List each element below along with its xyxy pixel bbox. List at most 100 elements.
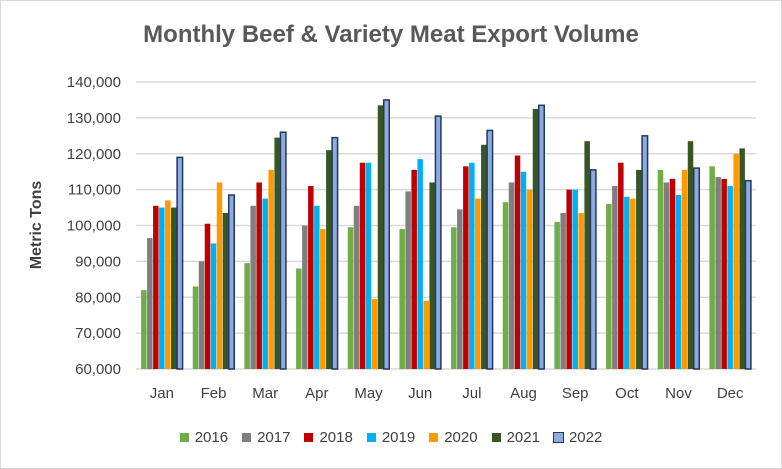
bar-2016-Oct — [606, 203, 612, 369]
bar-2020-Nov — [681, 169, 688, 369]
bar-2021-Jan — [171, 207, 177, 369]
bar-2020-Feb — [216, 182, 223, 369]
bar-2020-Apr — [320, 229, 326, 369]
y-tick-label: 100,000 — [67, 218, 121, 235]
legend-label: 2021 — [506, 429, 540, 446]
legend-item-2022: 2022 — [552, 429, 603, 446]
bar-2020-Aug — [526, 189, 533, 369]
bar-2018-May — [359, 162, 366, 369]
bar-2021-Jul — [481, 144, 487, 369]
bar-2016-Feb — [192, 286, 199, 369]
legend-item-2020: 2020 — [429, 429, 478, 446]
bar-2018-Apr — [308, 186, 314, 369]
bar-2016-Jul — [451, 227, 457, 369]
bar-2022-Mar — [279, 131, 287, 370]
bar-2022-May — [383, 99, 390, 370]
bar-2020-Dec — [733, 153, 739, 369]
bar-2020-Jan — [165, 200, 171, 369]
x-tick-label: Apr — [305, 385, 328, 402]
y-tick-label: 60,000 — [75, 361, 121, 378]
bar-2018-Mar — [256, 182, 262, 369]
y-tick-label: 70,000 — [75, 325, 121, 342]
bar-2021-Feb — [222, 212, 229, 369]
bar-2019-Sep — [572, 189, 578, 369]
bar-2018-Oct — [618, 162, 624, 369]
bar-2022-Feb — [228, 194, 235, 370]
bar-2017-Jun — [405, 191, 411, 369]
legend-label: 2018 — [319, 429, 353, 446]
bar-2016-Sep — [554, 221, 560, 369]
legend-swatch — [552, 432, 564, 443]
bar-2018-Dec — [721, 178, 727, 369]
bar-2019-Oct — [624, 196, 630, 369]
bar-2018-Jul — [463, 166, 469, 369]
bar-2022-Oct — [641, 135, 649, 370]
bar-2016-Mar — [244, 263, 250, 369]
bar-2019-Jul — [469, 162, 475, 369]
bar-2022-Jun — [434, 115, 442, 370]
x-tick-label: May — [354, 385, 383, 402]
x-tick-label: Nov — [665, 385, 692, 402]
bar-2019-Apr — [314, 205, 320, 369]
legend-item-2019: 2019 — [366, 429, 415, 446]
x-tick-label: Jun — [408, 385, 432, 402]
bar-2019-May — [365, 162, 372, 369]
bar-2019-Feb — [210, 243, 217, 369]
bar-2016-Nov — [657, 169, 664, 369]
legend-swatch — [366, 433, 376, 442]
bar-2022-Jul — [486, 129, 494, 370]
legend-swatch — [179, 433, 189, 442]
bar-2017-Oct — [612, 186, 618, 369]
bar-2022-Jan — [176, 156, 184, 370]
bar-2018-Nov — [669, 178, 676, 369]
bar-2016-Jan — [141, 290, 147, 369]
bar-2021-Aug — [532, 108, 539, 369]
x-tick-label: Mar — [252, 385, 278, 402]
legend-item-2021: 2021 — [491, 429, 540, 446]
x-tick-label: Sep — [562, 385, 589, 402]
bar-2020-Jul — [475, 198, 481, 369]
bar-2020-May — [371, 299, 378, 369]
bar-2022-Apr — [331, 136, 339, 370]
legend-item-2018: 2018 — [304, 429, 353, 446]
bar-2019-Jan — [159, 207, 165, 369]
bar-2020-Mar — [268, 169, 274, 369]
y-tick-label: 120,000 — [67, 146, 121, 163]
bar-2017-Dec — [715, 177, 721, 369]
bar-2018-Feb — [204, 223, 211, 369]
bar-2016-Apr — [296, 268, 302, 369]
bar-2017-Nov — [663, 182, 670, 369]
legend-swatch — [429, 433, 439, 442]
legend-label: 2020 — [444, 429, 478, 446]
bar-2017-Sep — [560, 212, 566, 369]
bar-2021-Mar — [274, 137, 280, 369]
bar-2019-Nov — [675, 195, 682, 369]
bar-2016-Dec — [709, 166, 715, 369]
x-tick-label: Aug — [510, 385, 537, 402]
y-axis-label: Metric Tons — [28, 181, 45, 270]
bar-2022-Nov — [693, 167, 700, 370]
x-tick-label: Oct — [615, 385, 639, 402]
legend-swatch — [242, 433, 252, 442]
bar-2021-Dec — [739, 148, 745, 369]
y-tick-label: 130,000 — [67, 110, 121, 127]
bar-2017-Jan — [147, 238, 153, 369]
legend-item-2016: 2016 — [179, 429, 228, 446]
bar-2019-Mar — [262, 198, 268, 369]
y-tick-label: 140,000 — [67, 74, 121, 91]
bar-2022-Sep — [589, 169, 597, 370]
bar-2020-Jun — [423, 300, 429, 369]
bar-2022-Aug — [538, 104, 545, 370]
x-tick-label: Jan — [150, 385, 174, 402]
y-tick-label: 90,000 — [75, 253, 121, 270]
bar-2016-Jun — [399, 229, 405, 369]
bar-2017-Aug — [508, 182, 515, 369]
bar-2017-Feb — [198, 261, 205, 369]
legend: 2016 2017 2018 2019 2020 2021 2022 — [1, 429, 781, 446]
bar-2017-Apr — [302, 225, 308, 369]
y-tick-label: 110,000 — [68, 182, 121, 199]
legend-label: 2022 — [568, 429, 603, 446]
bar-2019-Dec — [727, 186, 733, 369]
bar-2018-Aug — [514, 155, 521, 369]
